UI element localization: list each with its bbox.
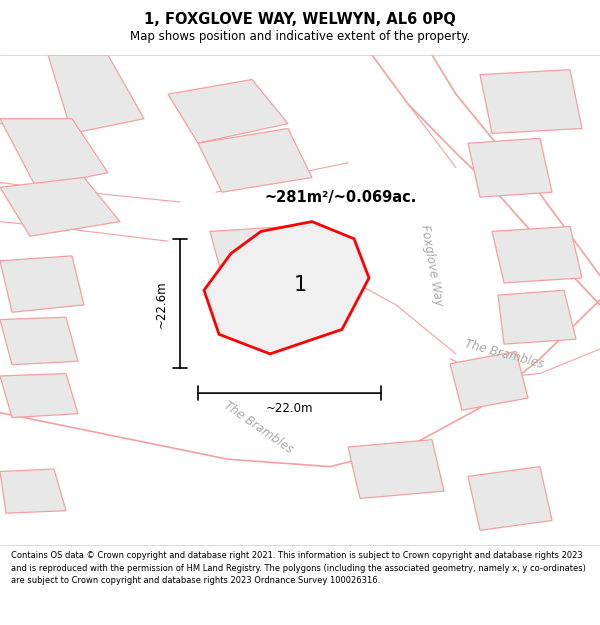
Text: ~281m²/~0.069ac.: ~281m²/~0.069ac. <box>264 189 416 204</box>
Polygon shape <box>0 177 120 236</box>
Text: The Brambles: The Brambles <box>463 337 545 371</box>
Polygon shape <box>0 256 84 312</box>
Polygon shape <box>0 469 66 513</box>
Text: Map shows position and indicative extent of the property.: Map shows position and indicative extent… <box>130 30 470 43</box>
Text: The Brambles: The Brambles <box>221 399 295 456</box>
Polygon shape <box>468 138 552 197</box>
Text: ~22.0m: ~22.0m <box>265 402 313 415</box>
Polygon shape <box>468 467 552 530</box>
Polygon shape <box>48 55 144 133</box>
Text: Foxglove Way: Foxglove Way <box>418 224 446 308</box>
Polygon shape <box>0 119 108 188</box>
Polygon shape <box>480 70 582 133</box>
Polygon shape <box>0 317 78 364</box>
Polygon shape <box>348 439 444 499</box>
Polygon shape <box>0 374 78 418</box>
Text: ~22.6m: ~22.6m <box>154 280 167 328</box>
Polygon shape <box>450 351 528 410</box>
Polygon shape <box>204 222 369 354</box>
Polygon shape <box>498 290 576 344</box>
Polygon shape <box>210 226 300 276</box>
Text: Contains OS data © Crown copyright and database right 2021. This information is : Contains OS data © Crown copyright and d… <box>11 551 586 585</box>
Polygon shape <box>492 226 582 283</box>
Polygon shape <box>198 129 312 192</box>
Text: 1, FOXGLOVE WAY, WELWYN, AL6 0PQ: 1, FOXGLOVE WAY, WELWYN, AL6 0PQ <box>144 12 456 27</box>
Polygon shape <box>168 79 288 143</box>
Text: 1: 1 <box>293 275 307 295</box>
